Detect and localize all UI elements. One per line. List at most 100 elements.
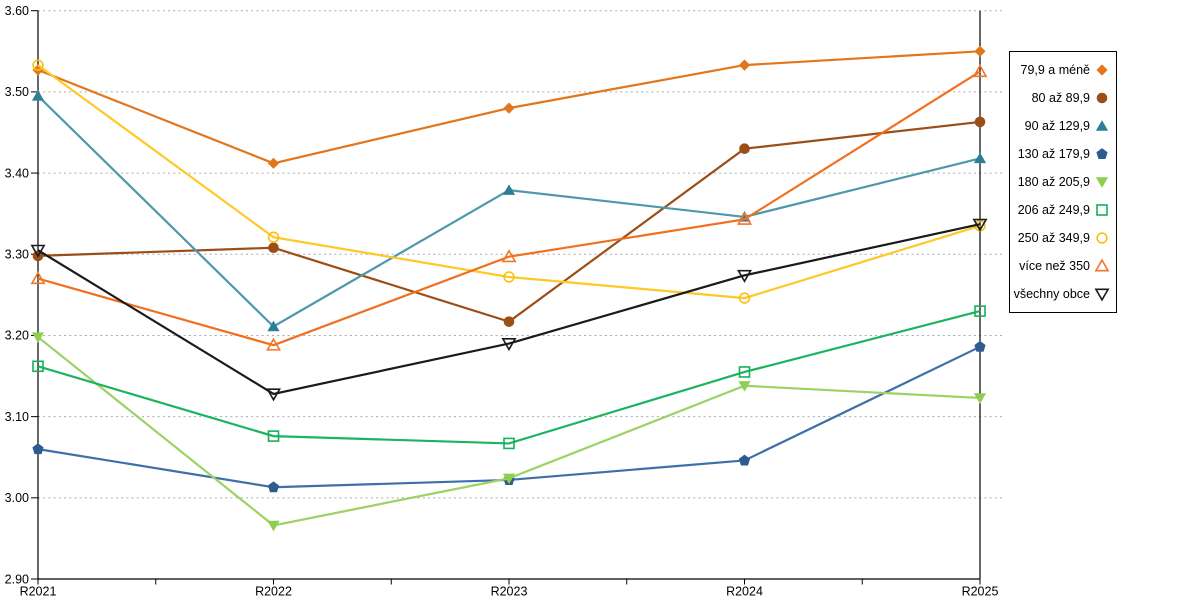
series-markers-6 xyxy=(32,59,986,304)
legend-item: 130 až 179,9 xyxy=(1010,140,1116,168)
series-markers-5 xyxy=(32,305,986,450)
legend-item-label: 250 až 349,9 xyxy=(1017,231,1090,245)
square-open-marker-icon xyxy=(267,430,280,442)
x-tick-label: R2024 xyxy=(726,585,763,599)
legend-item: 79,9 a méně xyxy=(1010,56,1116,84)
series-line-2 xyxy=(37,95,981,328)
series-line-8 xyxy=(37,223,981,396)
triangle-down-open-marker-icon xyxy=(1094,288,1110,302)
series-markers-3 xyxy=(32,340,986,493)
pentagon-filled-marker-icon xyxy=(267,481,280,493)
circle-filled-icon xyxy=(1096,92,1108,104)
circle-filled-marker-icon xyxy=(974,116,986,128)
series-markers-8 xyxy=(30,218,988,402)
triangle-up-filled-marker-icon xyxy=(973,152,987,164)
series-line-4 xyxy=(37,336,981,527)
square-open-marker-icon xyxy=(503,437,515,450)
triangle-up-open-marker-icon xyxy=(266,337,281,351)
legend-item-label: 180 až 205,9 xyxy=(1017,175,1090,189)
triangle-up-open-marker-icon xyxy=(501,249,517,263)
square-open-marker-icon xyxy=(1096,204,1108,216)
diamond-filled-marker-icon xyxy=(974,45,986,57)
circle-open-marker-icon xyxy=(32,59,44,71)
pentagon-filled-marker-icon xyxy=(974,340,986,352)
series-markers-7 xyxy=(30,64,988,351)
legend-item-label: všechny obce xyxy=(1013,287,1090,301)
legend-item: 250 až 349,9 xyxy=(1010,224,1116,252)
triangle-down-open-marker-icon xyxy=(501,338,517,352)
triangle-down-open-marker-icon xyxy=(266,388,281,402)
triangle-down-filled-marker-icon xyxy=(31,332,45,343)
legend-item-label: 80 až 89,9 xyxy=(1031,91,1090,105)
y-tick-label: 3.60 xyxy=(5,4,29,18)
triangle-down-filled-marker-icon xyxy=(267,520,280,532)
circle-open-marker-icon xyxy=(267,231,280,243)
triangle-up-filled-marker-icon xyxy=(1095,120,1109,131)
triangle-up-filled-icon xyxy=(1095,120,1109,131)
legend-item: 90 až 129,9 xyxy=(1010,112,1116,140)
pentagon-filled-marker-icon xyxy=(32,443,44,455)
x-tick-label: R2022 xyxy=(255,585,292,599)
y-tick-label: 3.20 xyxy=(5,329,29,343)
circle-open-marker-icon xyxy=(503,271,515,283)
legend-item: více než 350 xyxy=(1010,252,1116,280)
triangle-up-open-marker-icon xyxy=(30,271,46,285)
legend-item: všechny obce xyxy=(1010,280,1116,308)
x-tick-label: R2021 xyxy=(20,585,57,599)
pentagon-filled-icon xyxy=(1096,148,1108,159)
y-tick-label: 2.90 xyxy=(5,572,29,586)
triangle-down-open-icon xyxy=(1094,288,1110,302)
square-open-marker-icon xyxy=(32,360,44,373)
legend-item-label: 206 až 249,9 xyxy=(1017,203,1090,217)
triangle-down-filled-marker-icon xyxy=(973,393,987,404)
y-tick-label: 3.50 xyxy=(5,85,29,99)
square-open-icon xyxy=(1096,204,1108,216)
legend: 79,9 a méně 80 až 89,9 90 až 129,9 130 až 1… xyxy=(1009,51,1117,313)
diamond-filled-marker-icon xyxy=(738,59,751,71)
triangle-up-filled-marker-icon xyxy=(267,320,280,332)
legend-item-label: 130 až 179,9 xyxy=(1017,147,1090,161)
y-tick-label: 3.10 xyxy=(5,410,29,424)
legend-item-label: 90 až 129,9 xyxy=(1024,119,1090,133)
series-line-1 xyxy=(37,120,981,323)
series-line-5 xyxy=(37,310,981,445)
circle-filled-marker-icon xyxy=(503,316,515,327)
y-tick-label: 3.30 xyxy=(5,248,29,262)
square-open-marker-icon xyxy=(974,305,986,317)
diamond-filled-marker-icon xyxy=(1096,64,1108,76)
square-open-marker-icon xyxy=(738,366,751,378)
x-tick-label: R2025 xyxy=(962,585,999,599)
circle-open-marker-icon xyxy=(738,292,751,304)
triangle-down-filled-marker-icon xyxy=(502,473,516,485)
legend-item-label: více než 350 xyxy=(1019,259,1090,273)
diamond-filled-icon xyxy=(1096,64,1108,76)
circle-open-icon xyxy=(1096,232,1108,244)
circle-filled-marker-icon xyxy=(1096,92,1108,104)
triangle-up-open-marker-icon xyxy=(737,211,752,225)
circle-open-marker-icon xyxy=(1096,232,1108,244)
x-tick-label: R2023 xyxy=(491,585,528,599)
triangle-down-filled-icon xyxy=(1095,177,1109,188)
triangle-up-filled-marker-icon xyxy=(502,184,516,195)
y-tick-label: 3.00 xyxy=(5,491,29,505)
triangle-down-open-marker-icon xyxy=(30,244,46,258)
series-markers-2 xyxy=(31,90,987,332)
triangle-up-open-marker-icon xyxy=(1094,258,1110,272)
series-markers-0 xyxy=(32,45,986,169)
triangle-up-filled-marker-icon xyxy=(31,90,45,101)
triangle-down-filled-marker-icon xyxy=(738,381,751,392)
circle-filled-marker-icon xyxy=(268,242,279,254)
legend-item: 180 až 205,9 xyxy=(1010,168,1116,196)
diamond-filled-marker-icon xyxy=(503,102,515,114)
series-line-6 xyxy=(37,64,981,300)
legend-item: 206 až 249,9 xyxy=(1010,196,1116,224)
triangle-up-open-marker-icon xyxy=(972,64,988,78)
pentagon-filled-marker-icon xyxy=(1096,148,1108,159)
legend-item-label: 79,9 a méně xyxy=(1020,63,1091,77)
circle-filled-marker-icon xyxy=(739,143,750,155)
diamond-filled-marker-icon xyxy=(267,157,280,169)
pentagon-filled-marker-icon xyxy=(738,454,751,466)
series-line-7 xyxy=(37,70,981,347)
